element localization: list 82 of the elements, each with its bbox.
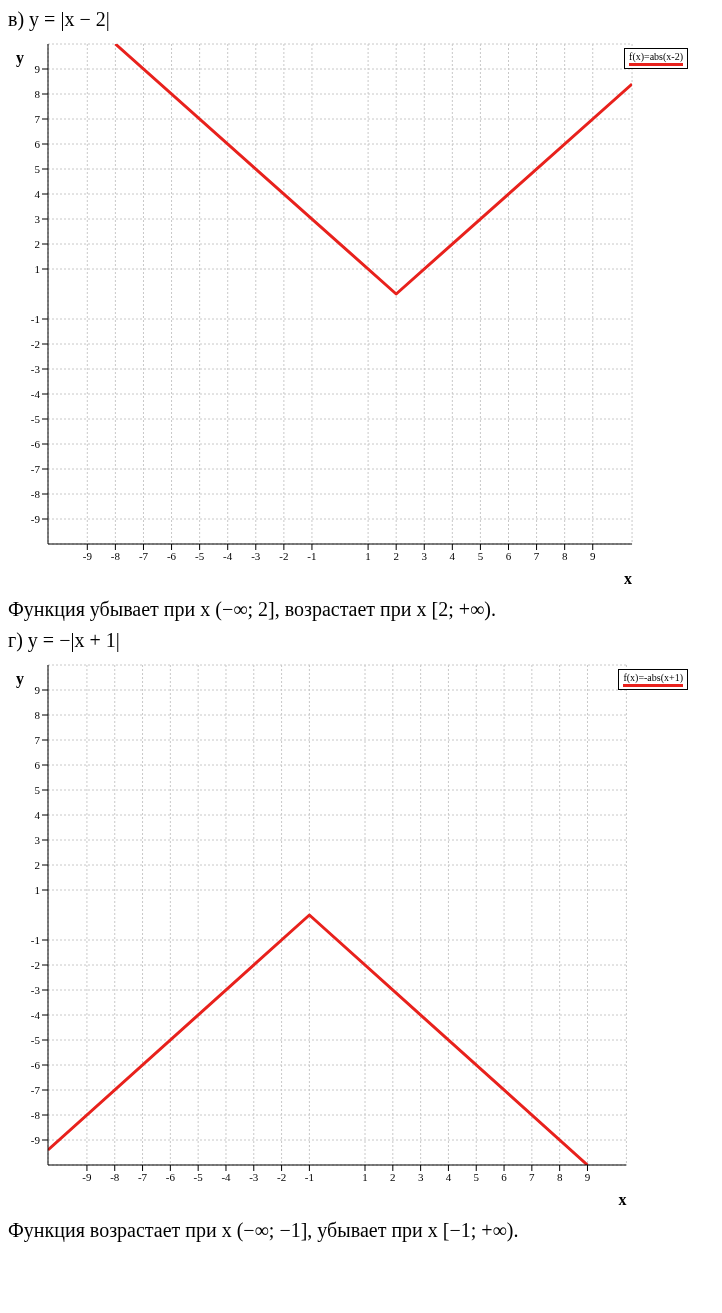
x-tick-label: -6 (166, 549, 177, 562)
y-tick-label: 7 (34, 733, 41, 746)
x-tick-label: -4 (223, 549, 233, 562)
x-tick-label: 3 (417, 1170, 424, 1183)
x-tick-label: 2 (390, 1170, 396, 1183)
y-tick-label: -8 (30, 1108, 41, 1121)
x-tick-label: 5 (473, 1170, 480, 1183)
y-tick-label: -8 (30, 487, 41, 500)
x-tick-label: -7 (137, 1170, 148, 1183)
x-tick-label: -8 (110, 549, 121, 562)
text: Функция возрастает при x (−∞; −1], убывает при x [−1; +∞). (8, 1219, 520, 1242)
y-tick-label: -3 (30, 983, 41, 996)
y-tick-label: 3 (34, 833, 41, 846)
y-tick-label: 2 (34, 858, 40, 871)
x-tick-label: -3 (249, 1170, 259, 1183)
x-tick-label: 4 (449, 549, 456, 562)
y-tick-label: 1 (34, 262, 40, 275)
x-tick-label: -5 (193, 1170, 204, 1183)
y-tick-label: -2 (30, 958, 40, 971)
x-tick-label: 9 (584, 1170, 591, 1183)
x-tick-label: 2 (393, 549, 399, 562)
text: f(x)=-abs(x+1) (623, 672, 683, 687)
y-tick-label: -4 (30, 1008, 41, 1021)
x-tick-label: 9 (589, 549, 596, 562)
y-tick-label: -5 (30, 412, 41, 425)
y-tick-label: -9 (30, 1133, 41, 1146)
y-tick-label: -7 (30, 1083, 41, 1096)
y-tick-label: 5 (34, 162, 41, 175)
x-tick-label: 8 (556, 1170, 563, 1183)
x-tick-label: -4 (221, 1170, 232, 1183)
y-tick-label: -6 (30, 437, 41, 450)
y-tick-label: 9 (34, 683, 41, 696)
x-tick-label: -5 (195, 549, 205, 562)
chart-title: г) y = −|x + 1| (8, 629, 121, 654)
y-tick-label: -7 (30, 462, 41, 475)
y-tick-label: 9 (34, 62, 41, 75)
y-axis-title: y (16, 49, 24, 68)
x-tick-label: 6 (501, 1170, 508, 1183)
x-tick-label: -9 (82, 549, 93, 562)
x-tick-label: 3 (421, 549, 428, 562)
x-tick-label: -8 (110, 1170, 120, 1183)
y-tick-label: 6 (34, 758, 41, 771)
y-tick-label: 3 (34, 212, 41, 225)
x-tick-label: -1 (307, 549, 317, 562)
y-tick-label: 4 (34, 808, 41, 821)
x-tick-label: -7 (138, 549, 149, 562)
y-tick-label: 8 (34, 87, 41, 100)
y-tick-label: 1 (34, 883, 40, 896)
x-tick-label: 5 (477, 549, 484, 562)
y-tick-label: 7 (34, 112, 41, 125)
y-tick-label: -1 (30, 312, 40, 325)
y-tick-label: -6 (30, 1058, 41, 1071)
x-axis-title: x (618, 1191, 627, 1208)
y-axis-title: y (16, 670, 24, 689)
y-tick-label: 4 (34, 187, 41, 200)
y-tick-label: 8 (34, 708, 41, 721)
text: f(x)=abs(x-2) (629, 51, 683, 66)
y-tick-label: -2 (30, 337, 40, 350)
y-tick-label: 5 (34, 783, 41, 796)
x-tick-label: -2 (277, 1170, 287, 1183)
x-tick-label: 7 (533, 549, 540, 562)
x-axis-title: x (624, 570, 633, 587)
x-tick-label: 8 (561, 549, 568, 562)
y-tick-label: -3 (30, 362, 41, 375)
y-tick-label: 6 (34, 137, 41, 150)
y-tick-label: 2 (34, 237, 40, 250)
x-tick-label: 1 (365, 549, 371, 562)
x-tick-label: -9 (82, 1170, 93, 1183)
chart-title: в) y = |x − 2| (8, 8, 111, 33)
y-tick-label: -5 (30, 1033, 41, 1046)
y-tick-label: -9 (30, 512, 41, 525)
x-tick-label: -2 (279, 549, 289, 562)
x-tick-label: 1 (362, 1170, 368, 1183)
x-tick-label: -1 (304, 1170, 314, 1183)
x-tick-label: 7 (529, 1170, 536, 1183)
text: Функция убывает при x (−∞; 2], возрастает при x [2; +∞). (8, 598, 497, 621)
y-tick-label: -4 (30, 387, 41, 400)
x-tick-label: -6 (165, 1170, 176, 1183)
x-tick-label: 6 (505, 549, 512, 562)
x-tick-label: 4 (445, 1170, 452, 1183)
x-tick-label: -3 (251, 549, 261, 562)
y-tick-label: -1 (30, 933, 40, 946)
